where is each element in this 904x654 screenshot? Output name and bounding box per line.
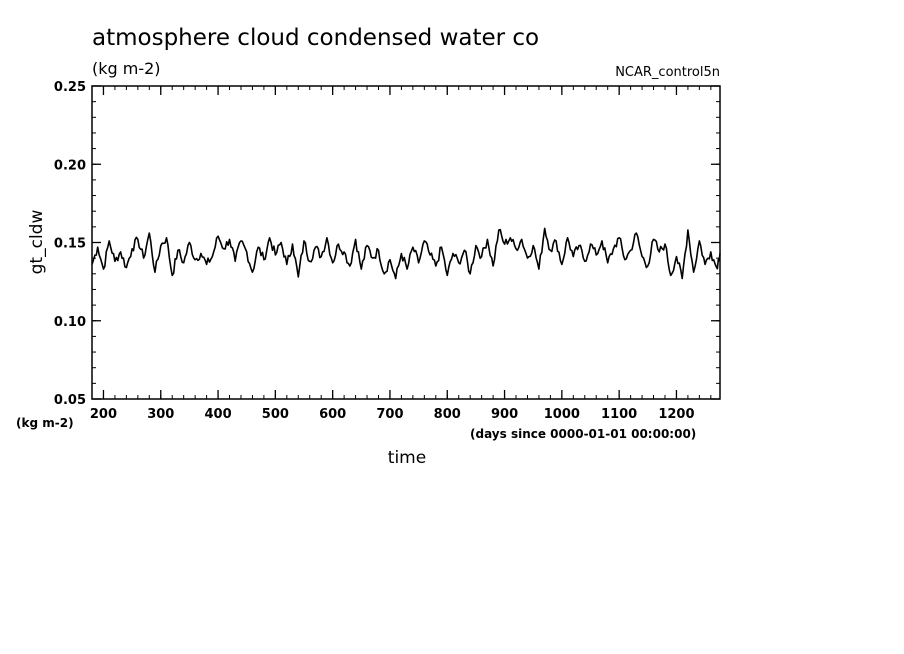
chart-subtitle: (kg m-2): [92, 59, 161, 78]
x-tick-label: 1100: [601, 407, 637, 422]
x-tick-label: 1000: [544, 407, 580, 422]
x-tick-label: 800: [434, 407, 461, 422]
y-tick-label: 0.20: [54, 158, 86, 173]
series-line: [91, 227, 721, 280]
y-tick-label: 0.05: [54, 393, 86, 408]
x-tick-label: 900: [491, 407, 518, 422]
plot-frame: [91, 85, 721, 400]
x-axis-ticks: 200 300 400 500 600 700 800 900 1000 1100 1200: [90, 86, 712, 422]
y-axis-ticks: 0.05 0.10 0.15 0.20 0.25: [54, 80, 720, 408]
x-tick-label: 300: [147, 407, 174, 422]
y-tick-label: 0.25: [54, 80, 86, 95]
y-axis-units: (kg m-2): [16, 416, 74, 430]
x-tick-label: 600: [319, 407, 346, 422]
run-label: NCAR_control5n: [615, 65, 720, 80]
x-tick-label: 500: [262, 407, 289, 422]
chart-title: atmosphere cloud condensed water co: [92, 25, 539, 51]
x-tick-label: 200: [90, 407, 117, 422]
x-tick-label: 400: [204, 407, 231, 422]
x-axis-units: (days since 0000-01-01 00:00:00): [470, 427, 696, 441]
x-tick-label: 1200: [658, 407, 694, 422]
x-axis-title: time: [388, 448, 426, 468]
y-tick-label: 0.10: [54, 315, 86, 330]
y-tick-label: 0.15: [54, 237, 86, 252]
x-tick-label: 700: [376, 407, 403, 422]
series-layer: [91, 227, 721, 280]
y-axis-title: gt_cldw: [27, 210, 47, 275]
